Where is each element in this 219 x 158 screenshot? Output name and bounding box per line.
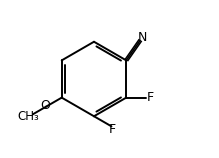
Text: F: F xyxy=(147,91,154,104)
Text: F: F xyxy=(109,123,116,136)
Text: CH₃: CH₃ xyxy=(18,110,39,123)
Text: O: O xyxy=(40,99,50,112)
Text: N: N xyxy=(138,31,147,44)
